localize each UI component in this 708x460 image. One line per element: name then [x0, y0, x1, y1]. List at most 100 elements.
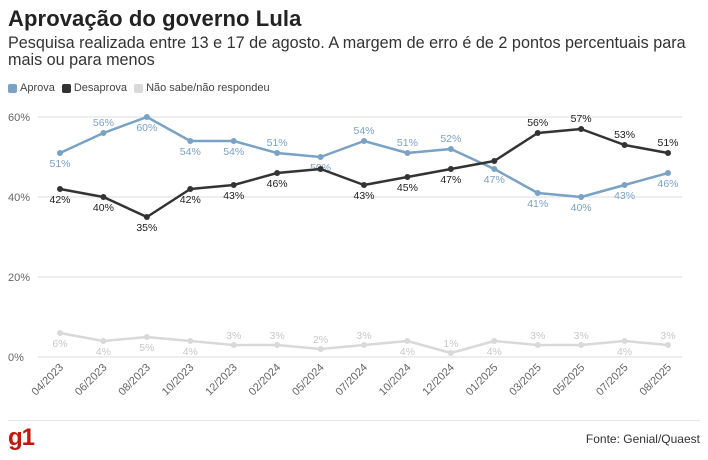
data-label: 43%: [614, 190, 635, 202]
data-point: [361, 138, 367, 144]
legend: Aprova Desaprova Não sabe/não respondeu: [8, 81, 277, 95]
data-label: 40%: [571, 202, 592, 214]
data-label: 41%: [527, 198, 548, 210]
data-label: 43%: [223, 190, 244, 202]
data-point: [143, 334, 150, 340]
x-tick-label: 02/2024: [247, 362, 284, 399]
data-label: 4%: [487, 346, 502, 358]
data-point: [621, 142, 628, 148]
data-point: [534, 342, 541, 348]
data-point: [100, 130, 107, 136]
data-point: [317, 346, 324, 352]
legend-item-desaprova: Desaprova: [61, 82, 128, 94]
data-point: [447, 166, 454, 172]
data-label: 3%: [530, 330, 545, 342]
data-point: [317, 166, 324, 172]
data-point: [230, 138, 237, 144]
legend-label-aprova: Aprova: [20, 82, 55, 94]
data-label: 47%: [484, 174, 505, 186]
data-point: [230, 342, 237, 348]
data-point: [447, 350, 454, 356]
x-tick-label: 10/2023: [160, 362, 197, 399]
x-tick-label: 08/2025: [638, 362, 675, 399]
x-tick-label: 12/2024: [420, 362, 457, 399]
data-point: [187, 338, 194, 344]
x-tick-label: 03/2025: [507, 362, 544, 399]
x-tick-label: 07/2025: [594, 362, 631, 399]
footer-divider: [8, 420, 700, 421]
x-tick-label: 05/2024: [290, 362, 327, 399]
legend-item-aprova: Aprova: [8, 82, 55, 94]
data-point: [404, 150, 411, 156]
data-point: [665, 150, 671, 156]
data-label: 3%: [356, 330, 371, 342]
g1-logo: g1: [8, 424, 35, 451]
data-point: [57, 330, 63, 336]
data-label: 51%: [657, 137, 678, 149]
legend-label-desaprova: Desaprova: [73, 82, 128, 94]
data-label: 40%: [93, 202, 114, 214]
legend-item-nao-sabe: Não sabe/não respondeu: [134, 82, 270, 94]
data-point: [100, 194, 107, 200]
x-tick-label: 08/2023: [116, 362, 153, 399]
data-point: [665, 170, 671, 176]
data-label: 51%: [397, 137, 418, 149]
data-label: 57%: [571, 113, 592, 125]
data-point: [578, 342, 585, 348]
data-label: 56%: [527, 117, 548, 129]
data-label: 51%: [267, 137, 288, 149]
data-label: 6%: [52, 338, 67, 350]
data-label: 56%: [93, 117, 114, 129]
data-point: [491, 158, 498, 164]
x-tick-label: 10/2024: [377, 362, 414, 399]
x-tick-label: 01/2025: [464, 362, 501, 399]
legend-swatch-aprova: [8, 83, 17, 93]
data-label: 54%: [353, 125, 374, 137]
x-tick-label: 04/2023: [30, 362, 67, 399]
data-point: [621, 338, 628, 344]
data-point: [491, 166, 498, 172]
legend-label-nao-sabe: Não sabe/não respondeu: [146, 82, 270, 94]
x-tick-label: 06/2023: [73, 362, 110, 399]
data-point: [665, 342, 671, 348]
data-label: 53%: [614, 129, 635, 141]
data-point: [578, 126, 585, 132]
y-tick-label: 60%: [8, 112, 30, 124]
data-point: [274, 170, 281, 176]
data-point: [491, 338, 498, 344]
data-point: [621, 182, 628, 188]
data-label: 4%: [617, 346, 632, 358]
data-label: 52%: [440, 133, 461, 145]
y-tick-label: 0%: [8, 352, 24, 364]
data-label: 3%: [226, 330, 241, 342]
data-point: [57, 186, 63, 192]
data-label: 35%: [136, 222, 157, 234]
data-label: 5%: [139, 342, 154, 354]
data-label: 3%: [270, 330, 285, 342]
data-label: 54%: [223, 146, 244, 158]
chart-title: Aprovação do governo Lula: [8, 6, 302, 31]
data-point: [274, 150, 281, 156]
legend-swatch-desaprova: [61, 83, 71, 93]
data-label: 3%: [660, 330, 675, 342]
data-label: 42%: [180, 194, 201, 206]
source-note: Fonte: Genial/Quaest: [585, 432, 700, 446]
data-label: 4%: [183, 346, 198, 358]
data-label: 4%: [96, 346, 111, 358]
data-label: 1%: [443, 338, 458, 350]
x-tick-label: 07/2024: [334, 362, 371, 399]
data-label: 60%: [136, 122, 157, 134]
data-point: [187, 138, 194, 144]
data-point: [100, 338, 107, 344]
data-label: 46%: [657, 178, 678, 190]
data-point: [143, 114, 150, 120]
data-label: 46%: [267, 178, 288, 190]
data-point: [317, 154, 324, 160]
data-label: 42%: [49, 194, 70, 206]
data-point: [404, 174, 411, 180]
data-label: 4%: [400, 346, 415, 358]
data-point: [578, 194, 585, 200]
chart-subtitle: Pesquisa realizada entre 13 e 17 de agos…: [8, 34, 686, 69]
data-point: [274, 342, 281, 348]
data-label: 3%: [574, 330, 589, 342]
